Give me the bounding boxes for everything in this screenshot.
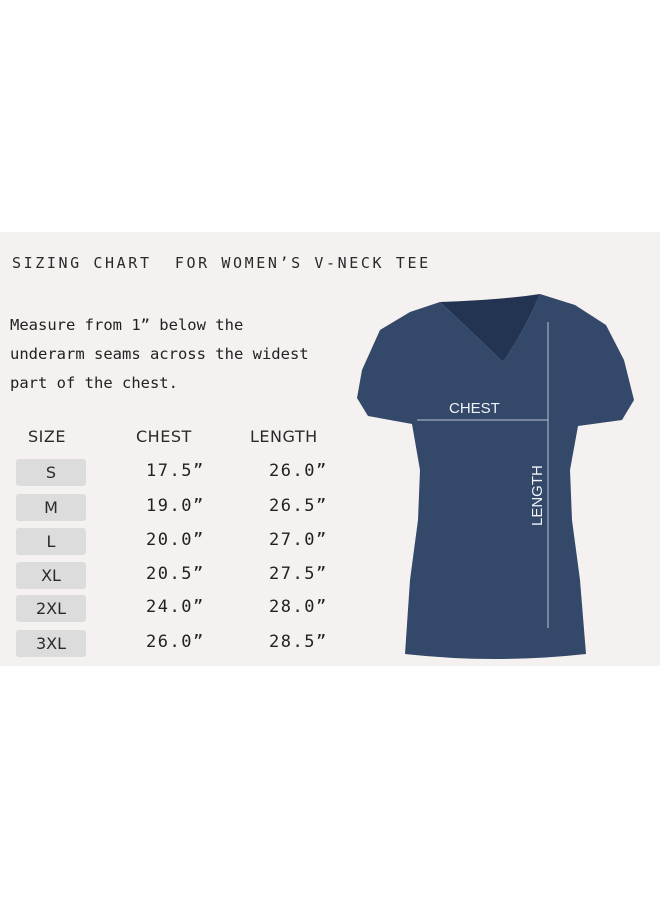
chest-value: 19.0”	[146, 496, 205, 516]
header-size: SIZE	[28, 427, 66, 446]
size-pill: L	[16, 528, 86, 555]
header-length: LENGTH	[250, 427, 318, 446]
chest-value: 17.5”	[146, 461, 205, 481]
size-pill: M	[16, 494, 86, 521]
measure-instructions: Measure from 1” below the underarm seams…	[10, 316, 309, 392]
length-value: 26.0”	[269, 461, 328, 481]
size-pill: S	[16, 459, 86, 486]
length-value: 26.5”	[269, 496, 328, 516]
size-pill: XL	[16, 562, 86, 589]
size-row: L 20.0” 27.0”	[0, 528, 340, 556]
vneck-tee-image	[357, 294, 634, 659]
chart-title: SIZING CHART FOR WOMEN’S V-NECK TEE	[12, 254, 431, 272]
chest-value: 20.5”	[146, 564, 205, 584]
length-value: 27.0”	[269, 530, 328, 550]
chest-value: 26.0”	[146, 632, 205, 652]
size-row: M 19.0” 26.5”	[0, 494, 340, 522]
length-value: 28.5”	[269, 632, 328, 652]
size-row: XL 20.5” 27.5”	[0, 562, 340, 590]
chest-value: 20.0”	[146, 530, 205, 550]
length-value: 28.0”	[269, 597, 328, 617]
size-row: 2XL 24.0” 28.0”	[0, 595, 340, 623]
length-label: LENGTH	[529, 465, 546, 526]
length-value: 27.5”	[269, 564, 328, 584]
size-row: S 17.5” 26.0”	[0, 459, 340, 487]
size-pill: 3XL	[16, 630, 86, 657]
chest-value: 24.0”	[146, 597, 205, 617]
chest-label: CHEST	[449, 400, 500, 417]
neck-opening	[440, 294, 540, 362]
size-row: 3XL 26.0” 28.5”	[0, 630, 340, 658]
size-pill: 2XL	[16, 595, 86, 622]
header-chest: CHEST	[136, 427, 192, 446]
